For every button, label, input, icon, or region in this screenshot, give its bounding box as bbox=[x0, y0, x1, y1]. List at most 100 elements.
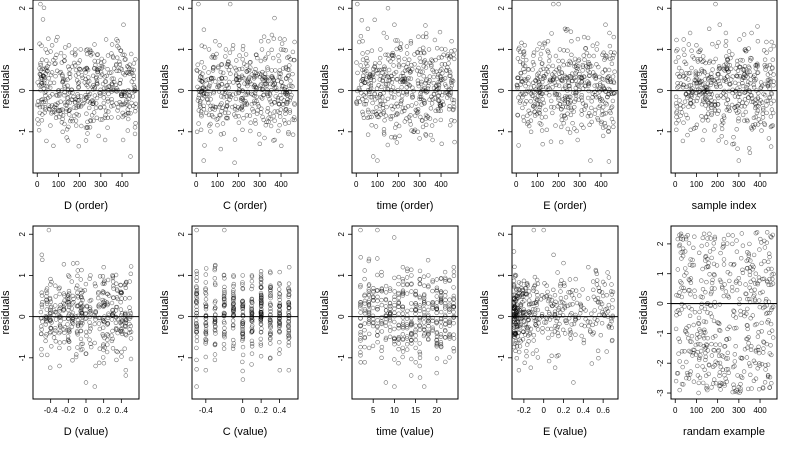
data-point bbox=[552, 365, 558, 370]
data-point bbox=[287, 292, 292, 297]
data-point bbox=[738, 386, 743, 391]
data-point bbox=[265, 65, 270, 70]
data-point bbox=[223, 47, 229, 52]
data-point bbox=[703, 290, 708, 295]
data-point bbox=[757, 304, 762, 310]
data-point bbox=[567, 130, 573, 135]
data-point bbox=[94, 80, 100, 86]
data-point bbox=[748, 80, 753, 86]
y-tick-label: -1 bbox=[18, 128, 27, 136]
data-point bbox=[442, 62, 448, 67]
data-point bbox=[759, 100, 765, 105]
data-point bbox=[512, 272, 518, 278]
data-point bbox=[688, 83, 693, 88]
data-point bbox=[530, 301, 535, 306]
data-point bbox=[434, 87, 439, 92]
data-point bbox=[736, 91, 742, 97]
data-point bbox=[283, 48, 288, 53]
data-point bbox=[579, 108, 584, 113]
data-point bbox=[292, 39, 297, 45]
data-point bbox=[745, 265, 750, 271]
data-point bbox=[546, 64, 551, 69]
data-point bbox=[400, 354, 405, 360]
data-point bbox=[105, 66, 110, 72]
data-point bbox=[38, 324, 44, 329]
data-point bbox=[221, 342, 227, 347]
data-point bbox=[451, 265, 456, 270]
data-point bbox=[551, 105, 557, 110]
data-point bbox=[394, 101, 399, 107]
data-point bbox=[258, 272, 264, 277]
data-point bbox=[755, 38, 761, 44]
data-point bbox=[395, 104, 400, 109]
data-point bbox=[223, 89, 228, 94]
data-point bbox=[75, 313, 81, 318]
data-point bbox=[253, 85, 259, 90]
data-point bbox=[415, 78, 421, 83]
data-point bbox=[48, 310, 53, 315]
data-point bbox=[744, 87, 749, 92]
data-point bbox=[534, 348, 539, 353]
data-point bbox=[281, 98, 286, 103]
data-point bbox=[66, 307, 71, 313]
data-point bbox=[603, 22, 608, 27]
data-point bbox=[219, 62, 225, 67]
data-point bbox=[383, 323, 388, 328]
data-point bbox=[434, 356, 440, 361]
data-point bbox=[709, 385, 714, 390]
data-point bbox=[515, 85, 520, 91]
data-point bbox=[709, 353, 715, 358]
data-point bbox=[61, 92, 67, 98]
data-point bbox=[388, 306, 393, 311]
data-point bbox=[277, 269, 282, 275]
data-point bbox=[240, 300, 245, 305]
data-point bbox=[745, 345, 750, 350]
data-point bbox=[554, 303, 559, 308]
data-point bbox=[452, 139, 457, 145]
data-point bbox=[61, 262, 67, 267]
data-point bbox=[268, 341, 273, 346]
data-point bbox=[423, 60, 429, 66]
data-point bbox=[286, 289, 292, 294]
data-point bbox=[39, 352, 44, 358]
data-point bbox=[519, 294, 524, 299]
data-point bbox=[400, 279, 406, 284]
data-point bbox=[366, 256, 372, 262]
data-point bbox=[760, 106, 766, 111]
data-point bbox=[402, 68, 408, 74]
data-point bbox=[402, 119, 407, 124]
data-point bbox=[554, 318, 559, 324]
data-point bbox=[512, 304, 517, 309]
data-point bbox=[527, 330, 533, 336]
data-point bbox=[744, 355, 750, 360]
data-point bbox=[248, 65, 253, 70]
data-point bbox=[518, 71, 524, 76]
data-point bbox=[231, 313, 236, 318]
data-point bbox=[233, 77, 239, 82]
data-point bbox=[734, 73, 739, 79]
data-point bbox=[520, 291, 525, 297]
data-point bbox=[429, 123, 435, 128]
data-point bbox=[65, 138, 71, 143]
data-point bbox=[604, 101, 609, 107]
data-point bbox=[65, 95, 71, 100]
data-point bbox=[393, 112, 399, 118]
data-point bbox=[576, 75, 582, 80]
data-point bbox=[676, 118, 681, 123]
data-point bbox=[520, 105, 525, 111]
y-tick-label: 0 bbox=[497, 88, 506, 93]
data-point bbox=[391, 63, 396, 68]
data-point bbox=[679, 69, 684, 74]
data-point bbox=[240, 66, 245, 72]
data-point bbox=[80, 321, 85, 326]
data-point bbox=[115, 105, 121, 110]
data-point bbox=[594, 282, 600, 287]
data-point bbox=[738, 355, 743, 360]
data-point bbox=[53, 303, 58, 308]
data-point bbox=[387, 328, 393, 333]
data-point bbox=[53, 73, 58, 79]
data-point bbox=[276, 58, 282, 64]
data-point bbox=[251, 84, 257, 90]
data-point bbox=[267, 111, 273, 116]
